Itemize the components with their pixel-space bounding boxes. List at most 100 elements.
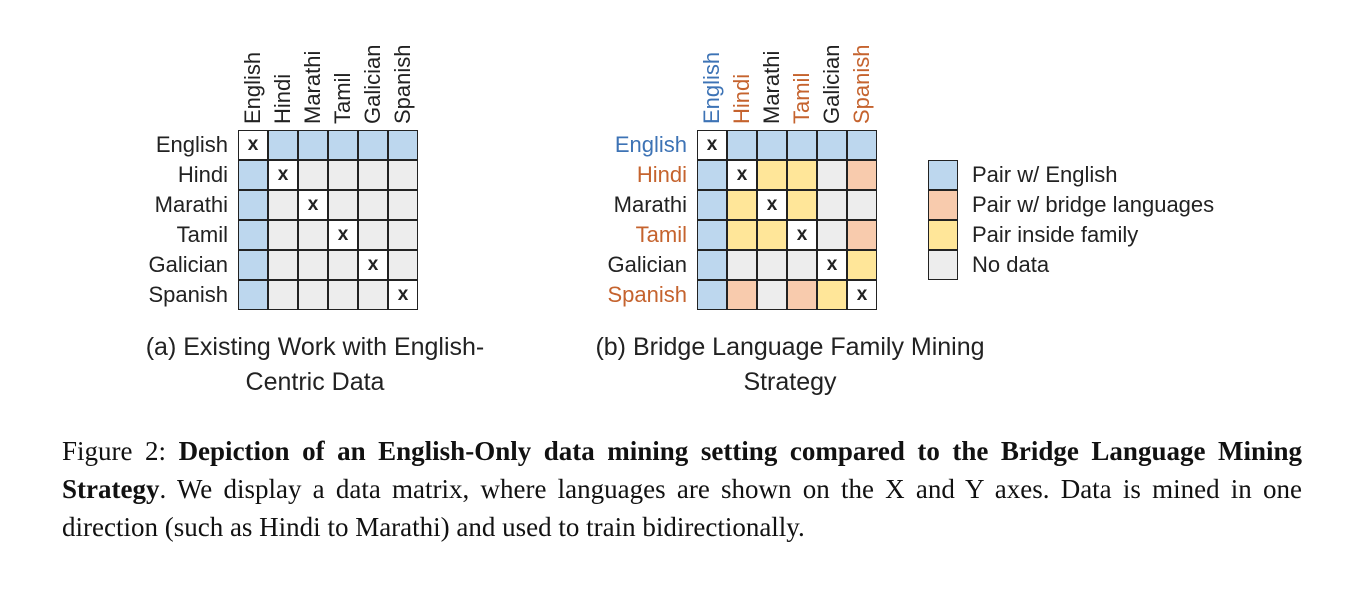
matrix-cell (238, 160, 268, 190)
matrix-cell (328, 250, 358, 280)
matrix-cell (298, 160, 328, 190)
panel-a-caption: (a) Existing Work with English- Centric … (110, 330, 520, 400)
row-label-marathi: Marathi (154, 192, 228, 217)
legend-label-bridge: Pair w/ bridge languages (972, 192, 1215, 217)
row-label-hindi: Hindi (177, 162, 228, 187)
col-label-spanish: Spanish (390, 44, 415, 124)
matrix-cell (727, 190, 757, 220)
matrix-cell (697, 250, 727, 280)
panel-b-caption: (b) Bridge Language Family Mining Strate… (570, 330, 1010, 400)
matrix-cell (817, 160, 847, 190)
matrix-cell (847, 220, 877, 250)
col-label-tamil: Tamil (330, 72, 355, 124)
matrix-cell (757, 130, 787, 160)
matrix-cell (757, 250, 787, 280)
matrix-cell (298, 220, 328, 250)
matrix-cell (358, 220, 388, 250)
matrix-cell (268, 250, 298, 280)
row-label-galician: Galician (607, 252, 687, 277)
legend-label-family: Pair inside family (972, 222, 1139, 247)
matrix-cell (298, 250, 328, 280)
matrix-cell (817, 130, 847, 160)
matrix-cell: x (238, 130, 268, 160)
matrix-cell (268, 190, 298, 220)
col-label-hindi: Hindi (270, 73, 295, 124)
row-label-spanish: Spanish (607, 282, 687, 307)
col-label-galician: Galician (360, 44, 385, 124)
matrix-cell (817, 190, 847, 220)
legend-swatch-bridge (928, 190, 958, 220)
col-label-tamil: Tamil (789, 72, 814, 124)
matrix-cell (757, 280, 787, 310)
matrix-cell (697, 280, 727, 310)
matrix-cell (757, 220, 787, 250)
caption-prefix: Figure 2: (62, 436, 179, 466)
caption-rest: . We display a data matrix, where langua… (62, 474, 1302, 542)
matrix-cell (238, 190, 268, 220)
matrix-cell (847, 160, 877, 190)
matrix-cell (757, 160, 787, 190)
row-label-spanish: Spanish (148, 282, 228, 307)
col-label-galician: Galician (819, 44, 844, 124)
matrix-cell (298, 280, 328, 310)
matrix-cell (787, 280, 817, 310)
legend-label-english: Pair w/ English (972, 162, 1118, 187)
matrix-cell (787, 130, 817, 160)
row-label-english: English (155, 132, 228, 157)
col-label-hindi: Hindi (729, 73, 754, 124)
matrix-cell (388, 220, 418, 250)
panel-a-caption-line1: (a) Existing Work with English- (145, 333, 485, 361)
caption-bold: Depiction of an English-Only data mining… (62, 436, 1302, 504)
legend-swatch-none (928, 250, 958, 280)
matrix-cell (697, 160, 727, 190)
matrix-cell (817, 280, 847, 310)
row-label-galician: Galician (148, 252, 228, 277)
matrix-cell (238, 280, 268, 310)
matrix-cell (817, 220, 847, 250)
panel-b-caption-line1: (b) Bridge Language Family Mining (595, 333, 985, 361)
matrix-cell: x (328, 220, 358, 250)
col-label-marathi: Marathi (759, 50, 784, 124)
matrix-cell (238, 250, 268, 280)
matrix-cell (787, 190, 817, 220)
matrix-cell (787, 160, 817, 190)
matrix-cell: x (697, 130, 727, 160)
row-label-tamil: Tamil (635, 222, 687, 247)
matrix-cell: x (817, 250, 847, 280)
matrix-cell (328, 130, 358, 160)
col-label-english: English (240, 51, 265, 124)
panel-a-caption-line2: Centric Data (245, 368, 385, 396)
matrix-cell (847, 130, 877, 160)
matrix-cell: x (847, 280, 877, 310)
matrix-cell (238, 220, 268, 250)
row-label-marathi: Marathi (613, 192, 687, 217)
matrix-cell: x (298, 190, 328, 220)
matrix-cell: x (787, 220, 817, 250)
matrix-cell (727, 280, 757, 310)
matrix-cell (328, 160, 358, 190)
matrix-cell: x (358, 250, 388, 280)
col-label-spanish: Spanish (849, 44, 874, 124)
panel-b-caption-line2: Strategy (743, 368, 837, 396)
legend-swatch-english (928, 160, 958, 190)
matrix-cell (358, 160, 388, 190)
figure-caption: Figure 2: Depiction of an English-Only d… (62, 432, 1302, 546)
matrix-cell (268, 280, 298, 310)
matrix-cell: x (727, 160, 757, 190)
col-label-marathi: Marathi (300, 50, 325, 124)
row-label-english: English (614, 132, 687, 157)
matrix-cell: x (757, 190, 787, 220)
matrix-cell (298, 130, 328, 160)
matrix-cell (328, 190, 358, 220)
matrix-cell (697, 220, 727, 250)
matrix-cell (328, 280, 358, 310)
row-label-hindi: Hindi (636, 162, 687, 187)
matrix-cell (727, 130, 757, 160)
matrix-cell (358, 280, 388, 310)
matrix-cell (847, 190, 877, 220)
row-label-tamil: Tamil (176, 222, 228, 247)
matrix-cell (388, 250, 418, 280)
matrix-cell (787, 250, 817, 280)
legend-label-none: No data (972, 252, 1050, 277)
matrix-cell (358, 190, 388, 220)
